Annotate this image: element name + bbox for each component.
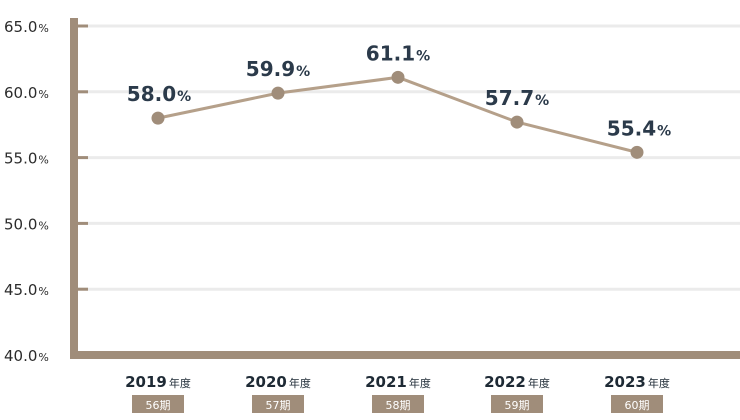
data-label-unit: % [657, 123, 671, 139]
x-category-year: 2022 [484, 373, 526, 391]
x-category-label: 2020 年度 [245, 373, 311, 391]
y-tick-label: 55.0% [4, 150, 49, 168]
period-badge [372, 395, 424, 413]
y-tick-unit: % [38, 154, 48, 167]
y-tick-unit: % [38, 285, 48, 298]
series-line [157, 75, 638, 154]
period-badge [611, 395, 663, 413]
y-tick-label: 65.0% [4, 18, 49, 36]
y-tick-label: 50.0% [4, 215, 49, 233]
data-point [391, 70, 405, 84]
data-label-unit: % [416, 48, 430, 64]
data-point [151, 111, 165, 125]
y-tick-value: 50.0 [4, 215, 37, 233]
data-label: 58.0% [127, 82, 191, 106]
y-tick-label: 60.0% [4, 84, 49, 102]
data-label-value: 59.9 [246, 57, 295, 81]
y-tick-unit: % [38, 219, 48, 232]
x-category-label: 2022 年度 [484, 373, 550, 391]
data-label-value: 58.0 [127, 82, 176, 106]
y-tick-value: 45.0 [4, 281, 37, 299]
x-category-label: 2021 年度 [365, 373, 431, 391]
data-label-value: 57.7 [485, 86, 534, 110]
x-category-suffix: 年度 [289, 376, 311, 390]
y-tick-value: 40.0 [4, 347, 37, 365]
data-point [630, 145, 644, 159]
y-tick-label: 40.0% [4, 347, 49, 365]
period-label: 57期 [266, 399, 291, 412]
data-label-value: 61.1 [366, 41, 415, 65]
axes [70, 18, 740, 359]
data-label: 55.4% [607, 116, 671, 140]
x-category-suffix: 年度 [169, 376, 191, 390]
y-tick-label: 45.0% [4, 281, 49, 299]
period-label: 56期 [146, 399, 171, 412]
data-point [510, 115, 524, 129]
x-category-suffix: 年度 [409, 376, 431, 390]
y-tick-unit: % [38, 351, 48, 364]
x-axis-line [70, 351, 740, 359]
data-series [151, 70, 644, 159]
x-category-year: 2020 [245, 373, 287, 391]
period-badge [132, 395, 184, 413]
y-tick-unit: % [38, 88, 48, 101]
data-label-unit: % [535, 93, 549, 109]
x-category-label: 2019 年度 [125, 373, 191, 391]
data-label: 61.1% [366, 41, 430, 65]
x-category-year: 2021 [365, 373, 407, 391]
y-tick-value: 60.0 [4, 84, 37, 102]
period-badge [491, 395, 543, 413]
data-point [271, 86, 285, 100]
data-label: 57.7% [485, 86, 549, 110]
x-category-suffix: 年度 [648, 376, 670, 390]
y-tick-value: 55.0 [4, 150, 37, 168]
period-label: 58期 [386, 399, 411, 412]
y-tick-unit: % [38, 22, 48, 35]
data-label-value: 55.4 [607, 116, 656, 140]
x-category-suffix: 年度 [528, 376, 550, 390]
x-category-label: 2023 年度 [604, 373, 670, 391]
period-label: 59期 [505, 399, 530, 412]
period-badge [252, 395, 304, 413]
data-label-unit: % [177, 89, 191, 105]
data-labels: 58.0%59.9%61.1%57.7%55.4% [127, 41, 671, 140]
period-label: 60期 [625, 399, 650, 412]
x-category-year: 2019 [125, 373, 167, 391]
y-axis-line [70, 18, 78, 359]
data-label: 59.9% [246, 57, 310, 81]
data-label-unit: % [296, 64, 310, 80]
y-axis-ticks: 40.0%45.0%50.0%55.0%60.0%65.0% [4, 18, 49, 365]
y-tick-value: 65.0 [4, 18, 37, 36]
x-category-year: 2023 [604, 373, 646, 391]
grid-lines [74, 24, 740, 291]
